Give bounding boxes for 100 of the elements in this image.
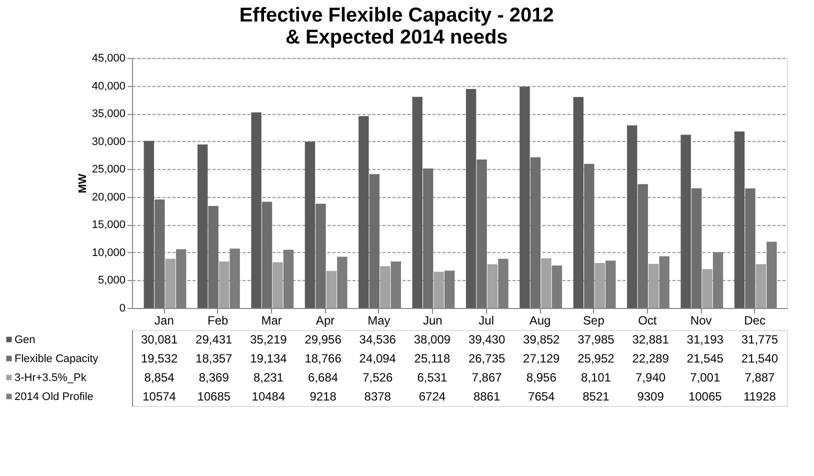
- bar: [208, 206, 218, 308]
- x-tick-label: Feb: [208, 314, 229, 328]
- data-label: 19,532: [140, 352, 178, 366]
- data-label: 7,887: [744, 370, 776, 384]
- bar: [358, 116, 369, 308]
- data-label: 10685: [197, 390, 231, 404]
- bar: [466, 88, 476, 308]
- y-tick-label: 35,000: [92, 108, 126, 120]
- bar: [316, 204, 326, 308]
- data-label: 21,545: [686, 352, 724, 366]
- x-tick-label: Aug: [529, 314, 551, 328]
- bar: [584, 164, 594, 308]
- data-label: 31,193: [686, 332, 724, 346]
- data-label: 25,952: [578, 352, 615, 366]
- data-label: 29,431: [196, 332, 233, 346]
- data-label: 37,985: [578, 332, 615, 346]
- data-label: 10484: [252, 390, 286, 404]
- data-label: 7654: [528, 390, 556, 404]
- data-label: 18,357: [196, 352, 233, 366]
- data-label: 19,134: [250, 352, 288, 366]
- data-label: 39,430: [468, 332, 506, 346]
- bar: [262, 202, 272, 308]
- legend-label: Flexible Capacity: [14, 353, 99, 365]
- bar: [198, 144, 208, 308]
- data-label: 7,001: [690, 370, 720, 384]
- data-label: 38,009: [414, 332, 451, 346]
- data-label: 10065: [688, 390, 722, 404]
- bar: [745, 188, 756, 308]
- bar: [520, 86, 530, 308]
- bar: [422, 168, 434, 308]
- x-tick-label: Nov: [690, 314, 712, 328]
- x-tick-label: Jan: [154, 314, 174, 328]
- bar: [476, 159, 487, 308]
- x-tick-label: Oct: [638, 314, 658, 328]
- data-label: 6724: [418, 390, 446, 404]
- data-label: 9309: [637, 390, 664, 404]
- bar: [251, 112, 262, 308]
- chart-title: Effective Flexible Capacity - 2012 & Expected 2014 needs: [239, 4, 554, 48]
- bar: [638, 184, 648, 308]
- y-tick-label: 0: [119, 302, 126, 314]
- data-label: 11928: [743, 390, 776, 404]
- data-label: 8,956: [526, 370, 557, 384]
- x-tick-label: Apr: [316, 314, 335, 328]
- x-tick-label: Jun: [422, 314, 442, 328]
- data-label: 29,956: [304, 332, 342, 346]
- data-label: 34,536: [359, 332, 396, 346]
- x-tick-label: May: [368, 314, 390, 328]
- y-tick-label: 15,000: [92, 219, 126, 232]
- data-label: 30,081: [140, 332, 178, 346]
- bar: [691, 188, 702, 308]
- y-tick-label: 30,000: [92, 136, 126, 148]
- y-tick-label: 5,000: [98, 274, 126, 287]
- data-label: 8,101: [580, 370, 612, 384]
- y-axis-title: MW: [76, 173, 89, 194]
- legend-label: 3-Hr+3.5%_Pk: [14, 372, 87, 384]
- data-label: 7,526: [362, 370, 393, 384]
- bar: [154, 199, 165, 308]
- y-tick-label: 45,000: [92, 52, 126, 64]
- bar: [627, 125, 638, 308]
- bar: [144, 140, 154, 308]
- data-label: 26,735: [468, 352, 506, 366]
- data-label: 31,775: [741, 332, 778, 346]
- data-label: 6,531: [417, 370, 448, 384]
- bar: [541, 258, 552, 308]
- x-tick-label: Dec: [744, 314, 766, 328]
- data-label: 8,854: [144, 370, 175, 384]
- data-label: 8861: [473, 390, 500, 404]
- bar: [573, 96, 584, 308]
- data-label: 8521: [582, 390, 610, 404]
- x-tick-label: Jul: [478, 314, 494, 328]
- legend-label: 2014 Old Profile: [14, 391, 94, 403]
- data-label: 7,867: [472, 370, 502, 384]
- bar: [680, 134, 691, 308]
- data-label: 27,129: [523, 352, 560, 366]
- data-label: 24,094: [359, 352, 396, 366]
- bar: [734, 131, 745, 308]
- bar: [530, 157, 541, 308]
- data-label: 7,940: [636, 370, 666, 384]
- data-label: 22,289: [632, 352, 670, 366]
- data-label: 35,219: [250, 332, 288, 346]
- data-label: 9218: [310, 390, 337, 404]
- x-tick-label: Sep: [583, 314, 605, 328]
- bar: [326, 270, 337, 308]
- data-label: 8,369: [198, 370, 230, 384]
- bar: [369, 174, 380, 308]
- y-tick-label: 20,000: [92, 191, 126, 204]
- bar: [756, 264, 766, 308]
- legend-label: Gen: [14, 334, 36, 346]
- bar: [304, 142, 316, 308]
- bar: [412, 96, 422, 308]
- x-tick-label: Mar: [261, 314, 282, 328]
- y-tick-label: 25,000: [92, 164, 126, 176]
- data-label: 8,231: [253, 370, 284, 384]
- y-tick-label: 10,000: [92, 246, 126, 259]
- data-label: 21,540: [741, 352, 778, 366]
- data-label: 39,852: [523, 332, 560, 346]
- data-label: 6,684: [308, 370, 338, 384]
- data-label: 32,881: [632, 332, 670, 346]
- data-label: 25,118: [414, 352, 450, 366]
- data-label: 10574: [142, 390, 176, 404]
